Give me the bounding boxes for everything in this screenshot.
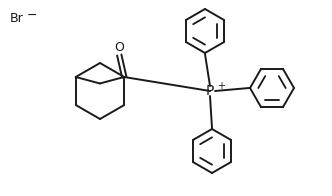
Text: O: O — [114, 41, 124, 54]
Text: +: + — [217, 81, 225, 91]
Text: P: P — [206, 84, 214, 98]
Text: Br: Br — [10, 12, 24, 24]
Text: −: − — [27, 8, 38, 22]
